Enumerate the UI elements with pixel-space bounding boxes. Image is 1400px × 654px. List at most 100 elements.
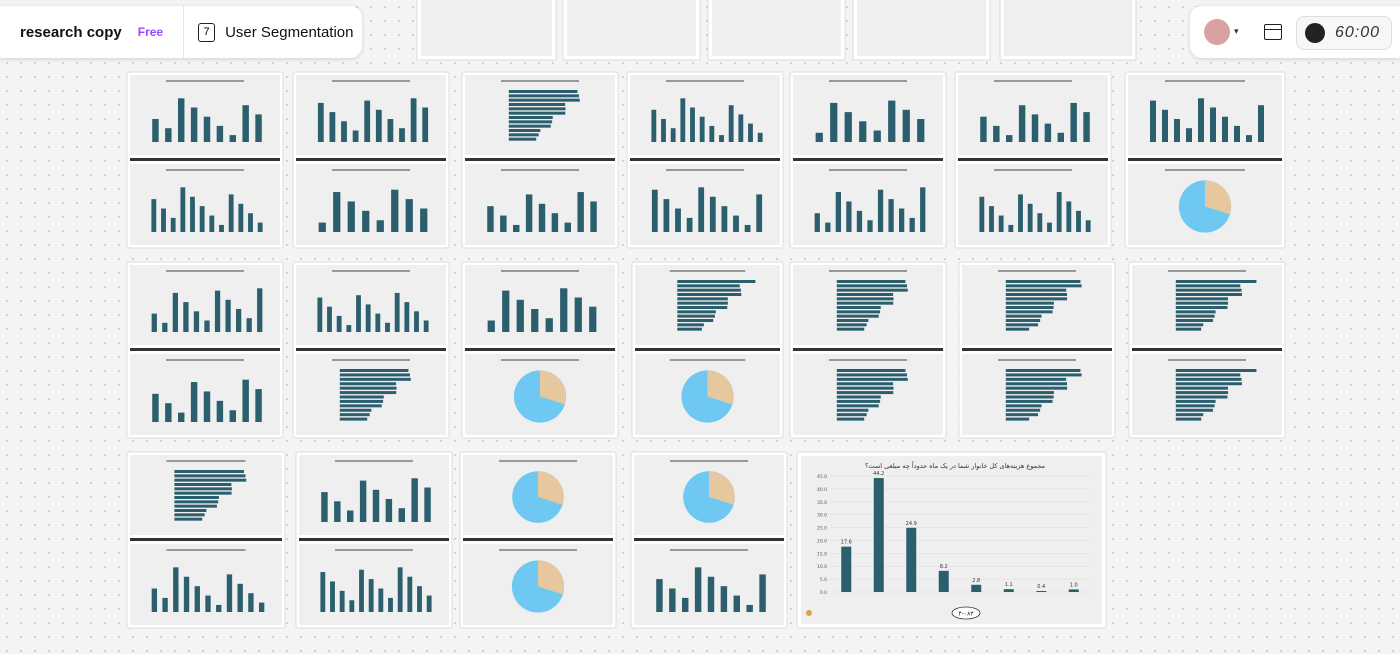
slide-bg	[421, 0, 552, 56]
thumb-bar	[151, 313, 157, 332]
thumb-bar	[1031, 114, 1039, 142]
thumb-bar	[836, 306, 881, 309]
avatar[interactable]	[1204, 19, 1230, 45]
file-name[interactable]: research copy	[20, 23, 122, 41]
thumb-bar	[356, 295, 361, 332]
slide-bg	[1132, 354, 1282, 435]
thumb-bar	[669, 588, 676, 612]
value-label: 2.8	[972, 578, 980, 584]
thumb-bar	[508, 129, 541, 132]
thumb-bar	[538, 203, 546, 232]
thumb-bar	[183, 302, 189, 332]
thumb-bar	[677, 293, 742, 296]
thumb-bar	[1027, 203, 1033, 232]
thumb-bar	[336, 315, 342, 332]
thumb-bar	[1018, 194, 1023, 232]
thumb-bar	[1018, 105, 1026, 142]
thumb-bar	[398, 508, 405, 522]
thumb-bar	[709, 125, 715, 142]
thumb-bar	[744, 224, 751, 232]
thumb-bar	[1175, 323, 1204, 327]
thumb-bar	[508, 111, 566, 115]
thumb-bar	[508, 90, 578, 93]
thumb-bar	[1005, 399, 1053, 403]
slide-title	[501, 169, 579, 171]
value-label: 17.6	[841, 540, 852, 546]
thumb-bar	[339, 382, 397, 386]
y-tick-label: 40.0	[817, 487, 827, 493]
thumb-bar	[330, 581, 335, 612]
slide-title	[501, 80, 579, 82]
thumb-bar	[733, 595, 740, 612]
timer-icon	[1305, 23, 1325, 43]
thumb-bar	[183, 576, 190, 612]
thumb-bar	[1005, 293, 1068, 296]
thumb-bar	[902, 109, 910, 142]
thumb-bar	[1175, 395, 1228, 399]
thumb-bar	[257, 288, 263, 332]
thumb-pie-slice	[709, 471, 735, 505]
slide-title	[332, 80, 410, 82]
thumb-bar	[836, 408, 869, 412]
thumb-bar	[162, 322, 168, 332]
slide-title	[166, 169, 244, 171]
thumb-bar	[352, 130, 359, 142]
thumb-bar	[214, 290, 221, 332]
thumb-bar	[836, 310, 881, 314]
slide-divider	[962, 348, 1112, 351]
y-tick-label: 15.0	[817, 551, 827, 557]
thumb-bar	[677, 310, 716, 314]
thumb-bar	[1175, 413, 1204, 417]
thumb-bar	[414, 311, 419, 332]
thumb-bar	[836, 417, 865, 421]
thumb-bar	[174, 509, 207, 512]
slide-bg	[1004, 0, 1132, 56]
timer[interactable]: 60:00	[1296, 16, 1392, 50]
thumb-bar	[1005, 310, 1053, 314]
thumb-bar	[836, 373, 907, 377]
thumb-bar	[1005, 373, 1082, 377]
thumb-bar	[229, 410, 236, 422]
layout-toggle[interactable]	[1264, 24, 1282, 40]
page-name[interactable]: User Segmentation	[225, 23, 354, 41]
thumb-bar	[814, 213, 820, 232]
thumb-bar	[682, 597, 689, 612]
thumb-bar	[339, 386, 397, 390]
slide-divider	[465, 158, 615, 161]
slide-title	[1168, 270, 1246, 272]
thumb-bar	[203, 391, 211, 422]
thumb-bar	[1005, 382, 1068, 386]
thumb-bar	[339, 373, 410, 377]
thumb-bar	[387, 119, 394, 142]
slide-bg	[793, 354, 943, 435]
thumb-bar	[577, 192, 584, 232]
thumb-bar	[422, 107, 429, 142]
avatar-menu[interactable]: ▾	[1234, 26, 1239, 36]
thumb-bar	[836, 382, 894, 386]
thumb-bar	[339, 391, 397, 395]
thumb-bar	[1005, 327, 1030, 331]
slide-bg	[962, 354, 1112, 435]
thumb-bar	[190, 196, 195, 232]
thumb-bar	[420, 208, 428, 232]
thumb-bar	[1005, 301, 1054, 305]
thumb-bar	[246, 318, 252, 332]
thumb-bar	[349, 600, 355, 612]
thumb-bar	[707, 576, 715, 612]
bar	[1036, 590, 1047, 592]
plan-badge[interactable]: Free	[137, 25, 164, 39]
thumb-bar	[500, 215, 507, 232]
thumb-bar	[1175, 319, 1213, 322]
thumb-bar	[1005, 319, 1041, 322]
thumb-bar	[1175, 306, 1228, 309]
thumb-bar	[677, 301, 728, 305]
chart-title: مجموع هزینه‌های کل خانوار شما در یک ماه …	[865, 461, 1045, 470]
thumb-bar	[1175, 417, 1202, 421]
thumb-bar	[1150, 100, 1156, 142]
thumb-bar	[699, 116, 705, 142]
thumb-bar	[1005, 323, 1039, 327]
thumb-bar	[339, 413, 370, 417]
thumb-bar	[867, 220, 873, 232]
page-label: ۴-۰۸۳	[958, 611, 974, 618]
thumb-bar	[836, 377, 908, 381]
